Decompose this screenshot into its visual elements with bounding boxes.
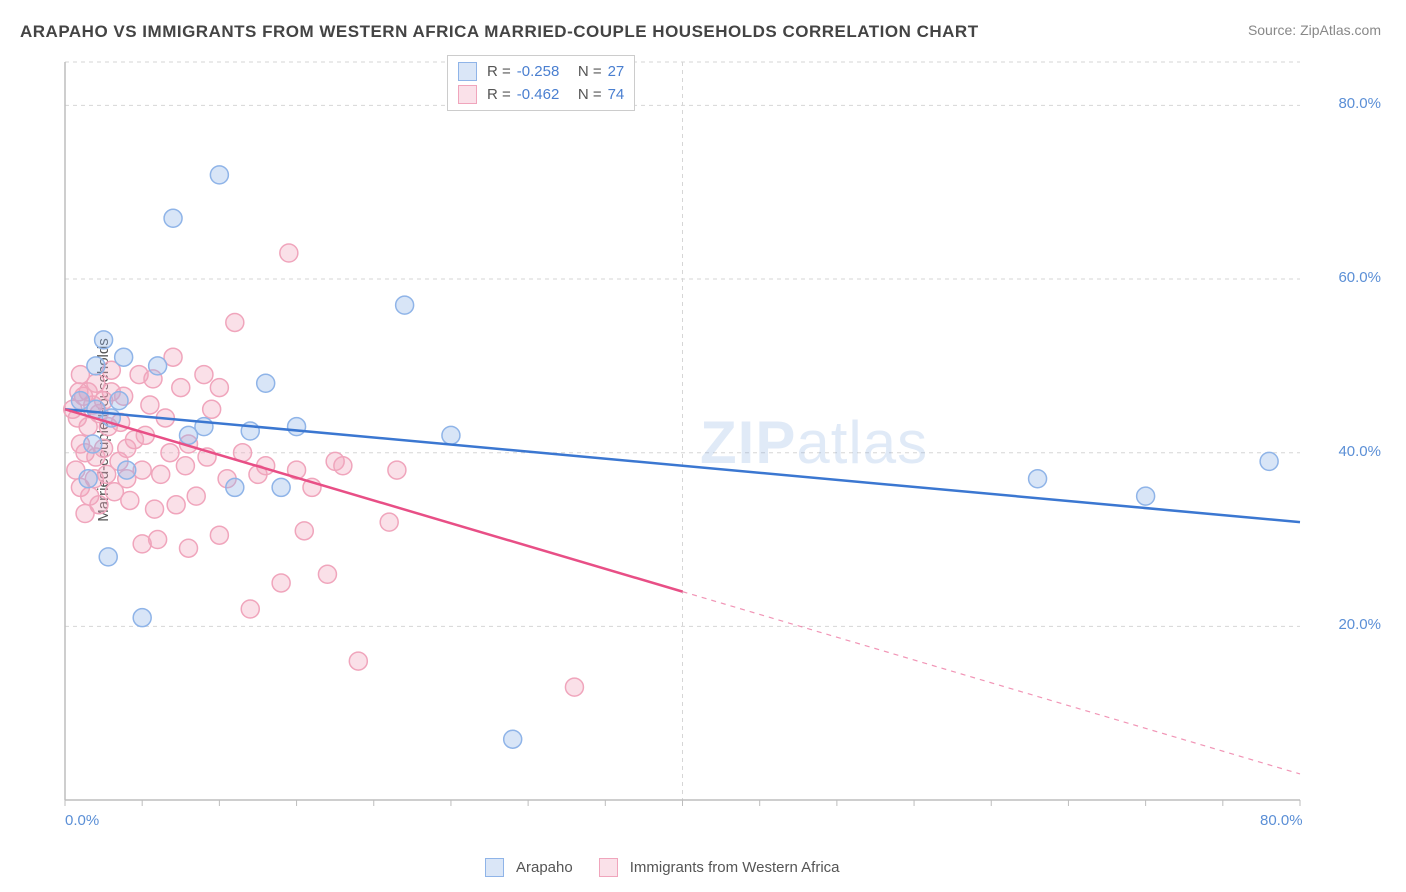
legend-swatch [485,858,504,877]
y-tick-label: 60.0% [1338,269,1381,286]
r-label: R = [487,63,511,80]
series-legend: Arapaho Immigrants from Western Africa [485,858,858,877]
legend-swatch [458,62,477,81]
x-tick-label: 0.0% [65,812,99,829]
scatter-plot [50,50,1380,840]
legend-series-label: Immigrants from Western Africa [630,859,840,876]
n-label: N = [565,86,601,103]
legend-swatch [458,85,477,104]
y-tick-label: 40.0% [1338,443,1381,460]
y-tick-label: 80.0% [1338,95,1381,112]
r-value: -0.462 [517,86,560,103]
x-tick-label: 80.0% [1260,812,1303,829]
legend-series-label: Arapaho [516,859,573,876]
n-value: 27 [608,63,625,80]
source-label: Source: ZipAtlas.com [1248,22,1381,38]
y-tick-label: 20.0% [1338,616,1381,633]
correlation-legend: R = -0.258 N = 27R = -0.462 N = 74 [447,55,635,111]
legend-stat-row: R = -0.462 N = 74 [458,83,624,106]
legend-swatch [599,858,618,877]
n-value: 74 [608,86,625,103]
chart-title: ARAPAHO VS IMMIGRANTS FROM WESTERN AFRIC… [20,22,979,42]
legend-stat-row: R = -0.258 N = 27 [458,60,624,83]
n-label: N = [565,63,601,80]
r-label: R = [487,86,511,103]
r-value: -0.258 [517,63,560,80]
